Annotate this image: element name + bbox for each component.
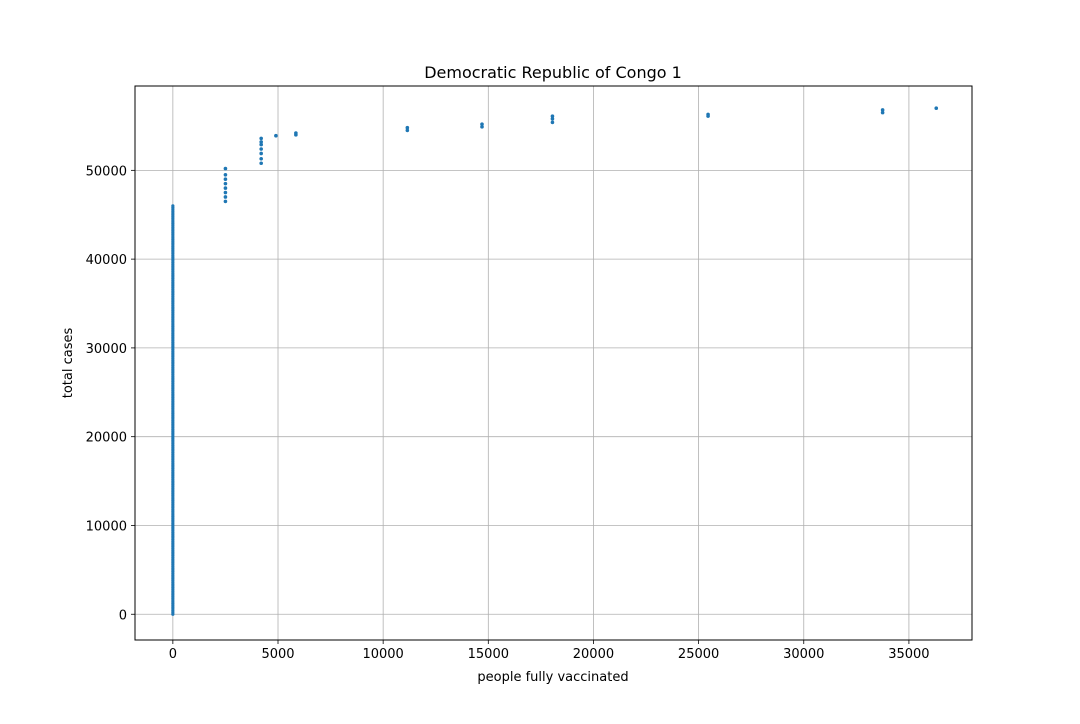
x-tick-label: 0 (169, 647, 177, 662)
x-tick-label: 30000 (783, 647, 824, 662)
data-point (550, 114, 555, 118)
data-point (223, 186, 228, 190)
data-point (934, 106, 939, 110)
data-point (274, 133, 278, 138)
y-axis-ticks: 0 10000 20000 30000 40000 50000 (86, 164, 135, 623)
chart-title: Democratic Republic of Congo 1 (424, 63, 682, 82)
data-point (294, 131, 298, 135)
y-axis-label: total cases (61, 328, 76, 399)
y-tick-label: 20000 (86, 431, 127, 446)
y-tick-label: 50000 (86, 164, 127, 179)
y-tick-label: 40000 (86, 253, 127, 268)
grid-lines (135, 86, 972, 640)
x-tick-label: 25000 (678, 647, 719, 662)
data-point (223, 166, 228, 171)
data-point (223, 195, 228, 199)
data-point (171, 204, 175, 208)
x-axis-ticks: 0 5000 10000 15000 20000 25000 30000 35000 (169, 640, 930, 662)
data-point (259, 136, 263, 141)
data-point (480, 125, 484, 129)
data-point (223, 181, 228, 186)
data-point (706, 112, 710, 117)
data-point (405, 128, 410, 133)
x-axis-label: people fully vaccinated (477, 670, 628, 685)
data-point (480, 122, 484, 126)
x-tick-label: 15000 (468, 647, 509, 662)
data-point (259, 157, 263, 161)
data-point (223, 190, 228, 195)
data-point (550, 120, 555, 125)
data-point (550, 117, 555, 121)
data-point (223, 177, 228, 182)
data-point (259, 140, 263, 144)
x-tick-label: 10000 (362, 647, 403, 662)
data-points (171, 106, 939, 616)
data-point (259, 142, 263, 147)
plot-area-frame (134, 85, 973, 641)
data-point (259, 161, 263, 166)
data-point (259, 151, 263, 156)
data-point (223, 172, 228, 177)
y-tick-label: 30000 (86, 342, 127, 357)
x-tick-label: 5000 (261, 647, 294, 662)
data-point (223, 199, 228, 204)
y-tick-label: 0 (119, 608, 127, 623)
data-point (405, 125, 410, 130)
data-point (880, 110, 885, 115)
data-point (880, 108, 885, 112)
data-point (259, 147, 263, 151)
y-tick-label: 10000 (86, 519, 127, 534)
x-tick-label: 35000 (888, 647, 929, 662)
x-tick-label: 20000 (573, 647, 614, 662)
